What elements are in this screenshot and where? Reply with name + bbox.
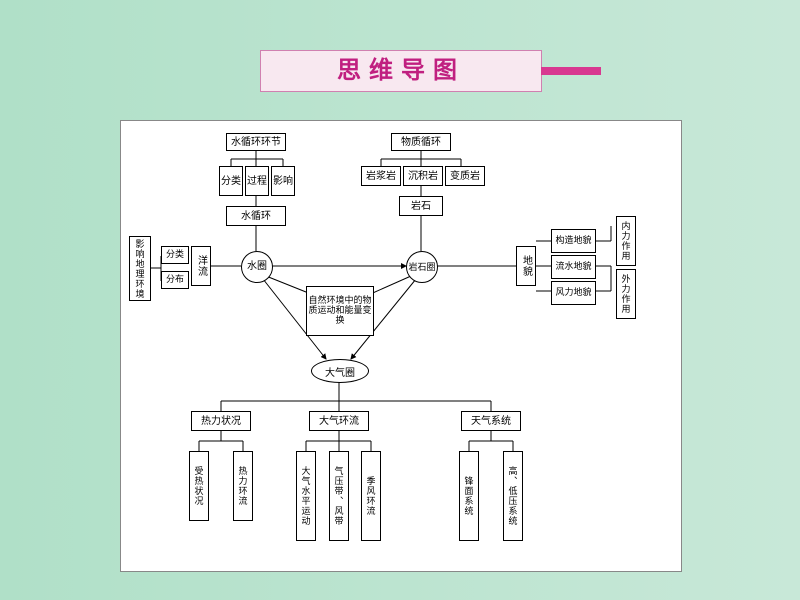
box-water-effect: 影响 bbox=[271, 166, 295, 196]
box-external: 外力作用 bbox=[616, 269, 636, 319]
node-lithosphere: 岩石圈 bbox=[406, 251, 438, 283]
box-internal: 内力作用 bbox=[616, 216, 636, 266]
box-water-land: 流水地貌 bbox=[551, 255, 596, 279]
box-rock: 岩石 bbox=[399, 196, 443, 216]
box-water-process: 过程 bbox=[245, 166, 269, 196]
box-wind-land: 风力地貌 bbox=[551, 281, 596, 305]
box-tectonic: 构造地貌 bbox=[551, 229, 596, 253]
box-water-cycle-header: 水循环环节 bbox=[226, 133, 286, 151]
box-horizontal: 大气水平运动 bbox=[296, 451, 316, 541]
box-landform: 地貌 bbox=[516, 246, 536, 286]
box-metamorphic: 变质岩 bbox=[445, 166, 485, 186]
box-circulation: 大气环流 bbox=[309, 411, 369, 431]
box-monsoon: 季风环流 bbox=[361, 451, 381, 541]
box-current-type: 分类 bbox=[161, 246, 189, 264]
box-water-type: 分类 bbox=[219, 166, 243, 196]
box-igneous: 岩浆岩 bbox=[361, 166, 401, 186]
box-ocean-current: 洋流 bbox=[191, 246, 211, 286]
title-banner: 思维导图 bbox=[260, 50, 542, 92]
box-front: 锋面系统 bbox=[459, 451, 479, 541]
mind-map-diagram: 水循环环节 分类 过程 影响 水循环 物质循环 岩浆岩 沉积岩 变质岩 岩石 洋… bbox=[120, 120, 682, 572]
box-water-cycle: 水循环 bbox=[226, 206, 286, 226]
box-weather: 天气系统 bbox=[461, 411, 521, 431]
node-hydrosphere: 水圈 bbox=[241, 251, 273, 283]
box-pressure-sys: 高、低压系统 bbox=[503, 451, 523, 541]
box-thermal-circ: 热力环流 bbox=[233, 451, 253, 521]
box-heat-status: 受热状况 bbox=[189, 451, 209, 521]
node-atmosphere: 大气圈 bbox=[311, 359, 369, 383]
box-env-effect: 影响地理环境 bbox=[129, 236, 151, 301]
box-material-cycle: 物质循环 bbox=[391, 133, 451, 151]
box-core: 自然环境中的物质运动和能量变换 bbox=[306, 286, 374, 336]
box-current-dist: 分布 bbox=[161, 271, 189, 289]
box-pressure-belt: 气压带、风带 bbox=[329, 451, 349, 541]
box-sedimentary: 沉积岩 bbox=[403, 166, 443, 186]
box-thermal: 热力状况 bbox=[191, 411, 251, 431]
